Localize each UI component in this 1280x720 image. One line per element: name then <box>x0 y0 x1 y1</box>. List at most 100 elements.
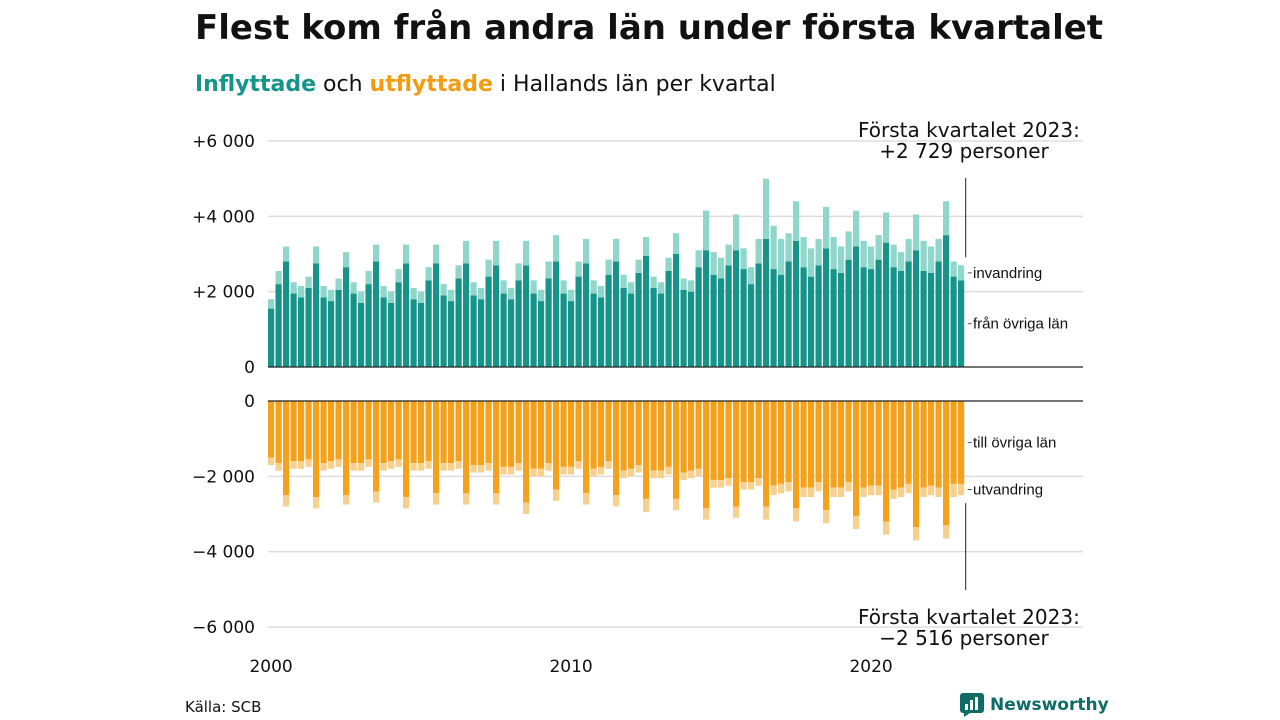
bar-till-ovriga-lan <box>823 401 830 511</box>
bar-fran-ovriga-lan <box>275 284 282 367</box>
bar-utvandring <box>800 487 807 498</box>
bar-fran-ovriga-lan <box>283 261 290 367</box>
bar-utvandring <box>815 481 822 492</box>
bar-invandring <box>410 287 417 300</box>
bar-utvandring <box>335 459 342 467</box>
bar-till-ovriga-lan <box>320 401 327 464</box>
y-tick-label: 0 <box>244 392 255 412</box>
bar-fran-ovriga-lan <box>635 272 642 367</box>
bar-invandring <box>800 237 807 268</box>
bar-till-ovriga-lan <box>815 401 822 482</box>
bar-invandring <box>403 244 410 264</box>
bar-invandring <box>508 287 515 300</box>
bar-till-ovriga-lan <box>448 401 455 464</box>
bar-fran-ovriga-lan <box>478 299 485 367</box>
bar-fran-ovriga-lan <box>913 250 920 367</box>
bar-fran-ovriga-lan <box>650 287 657 367</box>
brand-name: Newsworthy <box>990 695 1109 715</box>
bars <box>268 178 965 541</box>
bar-fran-ovriga-lan <box>350 293 357 367</box>
bar-utvandring <box>673 498 680 511</box>
bar-utvandring <box>403 497 410 509</box>
bar-utvandring <box>718 480 725 488</box>
bar-fran-ovriga-lan <box>860 267 867 367</box>
bar-till-ovriga-lan <box>770 401 777 486</box>
bar-invandring <box>290 282 297 294</box>
bar-utvandring <box>388 461 395 469</box>
migration-bar-chart: +6 000 +4 000 +2 000 0 0 −2 000 −4 000 −6 000 in… <box>192 132 1083 677</box>
bar-utvandring <box>635 465 642 473</box>
bar-till-ovriga-lan <box>358 401 365 464</box>
bar-utvandring <box>913 527 920 541</box>
annotation-bottom-line2: −2 516 personer <box>879 626 1049 650</box>
bar-invandring <box>733 214 740 251</box>
bar-fran-ovriga-lan <box>665 270 672 367</box>
bar-invandring <box>470 282 477 296</box>
bar-fran-ovriga-lan <box>800 267 807 367</box>
bar-utvandring <box>868 485 875 496</box>
bar-fran-ovriga-lan <box>793 240 800 367</box>
bar-utvandring <box>643 498 650 513</box>
bar-invandring <box>358 291 365 303</box>
x-tick-label: 2000 <box>249 657 292 677</box>
bar-till-ovriga-lan <box>688 401 695 471</box>
bar-utvandring <box>268 457 275 466</box>
bar-fran-ovriga-lan <box>545 278 552 367</box>
bar-invandring <box>545 261 552 279</box>
source-note: Källa: SCB <box>185 698 262 716</box>
bar-till-ovriga-lan <box>290 401 297 462</box>
bar-utvandring <box>958 483 965 496</box>
bar-till-ovriga-lan <box>718 401 725 481</box>
bar-till-ovriga-lan <box>508 401 515 467</box>
bar-utvandring <box>523 502 530 514</box>
bar-fran-ovriga-lan <box>455 278 462 367</box>
bar-till-ovriga-lan <box>575 401 582 462</box>
bar-till-ovriga-lan <box>365 401 372 460</box>
bar-utvandring <box>680 472 687 481</box>
bar-invandring <box>440 284 447 296</box>
bar-fran-ovriga-lan <box>560 293 567 367</box>
bar-invandring <box>620 274 627 288</box>
bar-till-ovriga-lan <box>868 401 875 486</box>
bar-till-ovriga-lan <box>305 401 312 460</box>
newsworthy-logo-icon <box>960 693 984 717</box>
bar-utvandring <box>545 463 552 471</box>
y-tick-label: +6 000 <box>192 132 255 152</box>
bar-utvandring <box>470 465 477 473</box>
bar-fran-ovriga-lan <box>320 297 327 367</box>
bar-fran-ovriga-lan <box>268 308 275 367</box>
bar-fran-ovriga-lan <box>883 242 890 367</box>
bar-till-ovriga-lan <box>845 401 852 482</box>
bar-utvandring <box>823 510 830 524</box>
bar-invandring <box>830 237 837 270</box>
bar-till-ovriga-lan <box>935 401 942 488</box>
bar-till-ovriga-lan <box>485 401 492 464</box>
bar-utvandring <box>440 463 447 471</box>
bar-utvandring <box>770 485 777 496</box>
bar-invandring <box>515 263 522 281</box>
bar-till-ovriga-lan <box>335 401 342 460</box>
bar-fran-ovriga-lan <box>590 293 597 367</box>
bar-fran-ovriga-lan <box>568 301 575 367</box>
bar-till-ovriga-lan <box>748 401 755 482</box>
bar-invandring <box>305 276 312 288</box>
bar-fran-ovriga-lan <box>365 284 372 367</box>
bar-utvandring <box>808 487 815 498</box>
bar-fran-ovriga-lan <box>538 301 545 367</box>
bar-till-ovriga-lan <box>958 401 965 484</box>
bar-fran-ovriga-lan <box>433 263 440 367</box>
subtitle-utflyttade: utflyttade <box>369 72 493 97</box>
bar-fran-ovriga-lan <box>553 261 560 367</box>
bar-till-ovriga-lan <box>388 401 395 462</box>
bar-invandring <box>643 237 650 256</box>
bar-invandring <box>718 257 725 279</box>
bar-till-ovriga-lan <box>613 401 620 496</box>
bar-till-ovriga-lan <box>725 401 732 479</box>
bar-till-ovriga-lan <box>905 401 912 484</box>
bar-fran-ovriga-lan <box>853 246 860 367</box>
bar-fran-ovriga-lan <box>613 261 620 367</box>
bar-till-ovriga-lan <box>605 401 612 462</box>
bar-utvandring <box>733 506 740 518</box>
bar-utvandring <box>935 487 942 498</box>
bar-till-ovriga-lan <box>620 401 627 471</box>
